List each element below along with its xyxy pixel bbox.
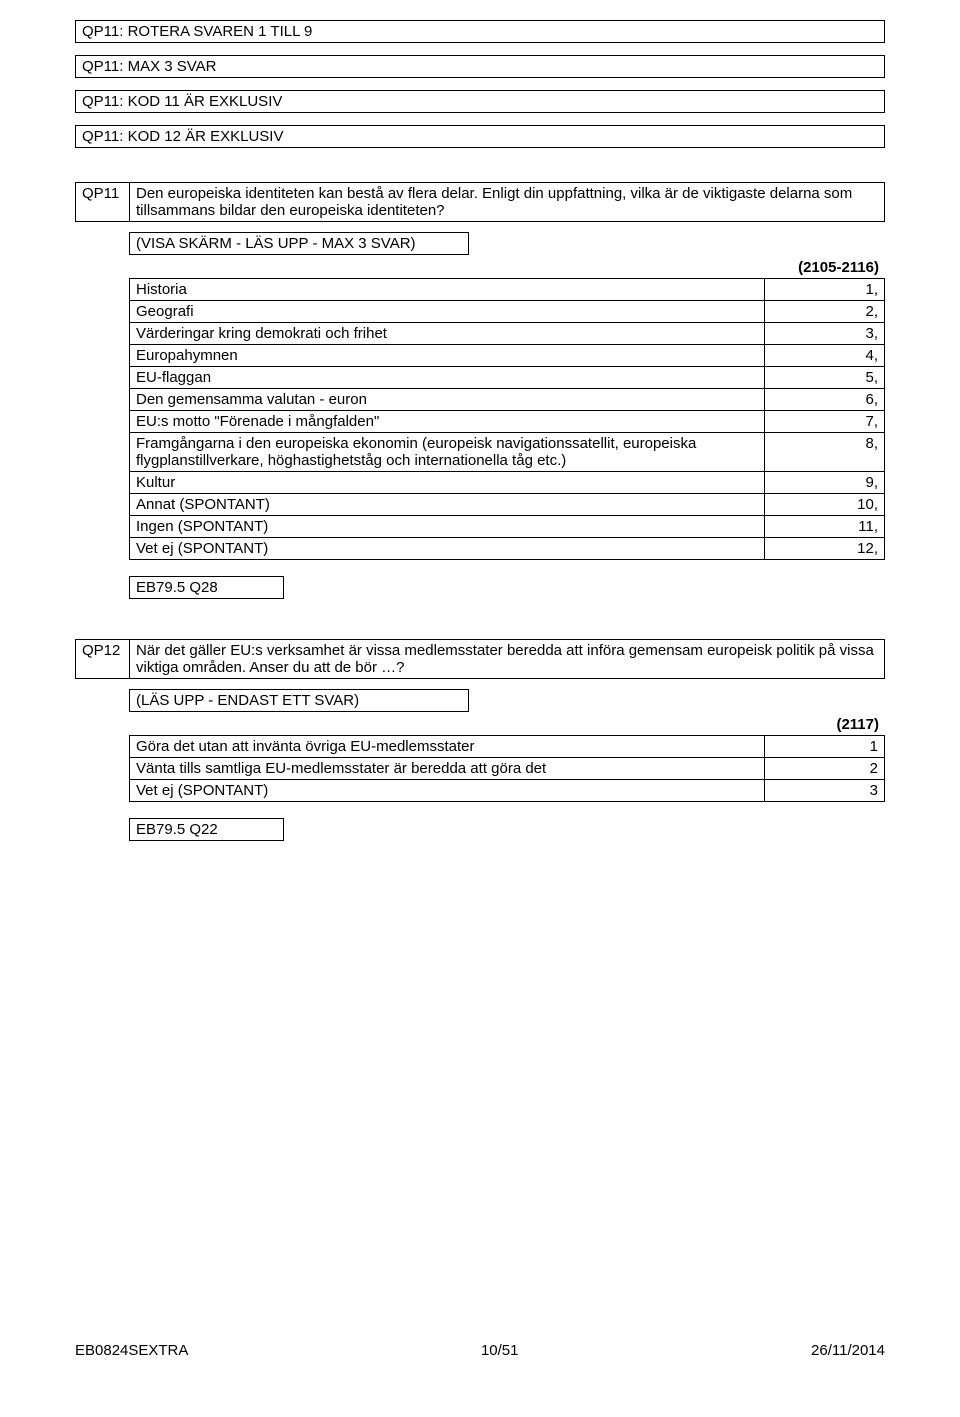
answer-label: Kultur: [130, 472, 765, 494]
answers-table-qp11: Historia1,Geografi2,Värderingar kring de…: [129, 278, 885, 560]
answer-row: Den gemensamma valutan - euron6,: [130, 389, 885, 411]
question-code: QP11: [75, 182, 129, 222]
question-code: QP12: [75, 639, 129, 679]
header-instruction: QP11: KOD 11 ÄR EXKLUSIV: [75, 90, 885, 113]
answer-label: EU-flaggan: [130, 367, 765, 389]
question-text: När det gäller EU:s verksamhet är vissa …: [129, 639, 885, 679]
answer-row: EU-flaggan5,: [130, 367, 885, 389]
footer-center: 10/51: [481, 1342, 519, 1359]
answer-row: EU:s motto "Förenade i mångfalden"7,: [130, 411, 885, 433]
question-qp11: QP11 Den europeiska identiteten kan best…: [75, 182, 885, 222]
answer-number: 2: [765, 758, 885, 780]
footer-left: EB0824SEXTRA: [75, 1342, 188, 1359]
answer-number: 9,: [765, 472, 885, 494]
answer-row: Ingen (SPONTANT)11,: [130, 516, 885, 538]
answer-label: EU:s motto "Förenade i mångfalden": [130, 411, 765, 433]
answer-number: 1,: [765, 279, 885, 301]
answer-label: Vet ej (SPONTANT): [130, 780, 765, 802]
answer-number: 4,: [765, 345, 885, 367]
answer-number: 6,: [765, 389, 885, 411]
answer-number: 7,: [765, 411, 885, 433]
answer-label: Annat (SPONTANT): [130, 494, 765, 516]
answer-label: Geografi: [130, 301, 765, 323]
header-instruction: QP11: ROTERA SVAREN 1 TILL 9: [75, 20, 885, 43]
answer-row: Vet ej (SPONTANT)3: [130, 780, 885, 802]
answer-label: Vet ej (SPONTANT): [130, 538, 765, 560]
answer-label: Ingen (SPONTANT): [130, 516, 765, 538]
answer-number: 3,: [765, 323, 885, 345]
answer-number: 1: [765, 736, 885, 758]
reference-qp11: EB79.5 Q28: [129, 576, 284, 599]
range-qp12: (2117): [129, 716, 885, 733]
answer-label: Europahymnen: [130, 345, 765, 367]
answer-row: Göra det utan att invänta övriga EU-medl…: [130, 736, 885, 758]
header-instruction: QP11: KOD 12 ÄR EXKLUSIV: [75, 125, 885, 148]
header-instruction: QP11: MAX 3 SVAR: [75, 55, 885, 78]
answer-label: Framgångarna i den europeiska ekonomin (…: [130, 433, 765, 472]
answer-row: Vet ej (SPONTANT)12,: [130, 538, 885, 560]
answer-number: 12,: [765, 538, 885, 560]
answer-label: Värderingar kring demokrati och frihet: [130, 323, 765, 345]
answer-row: Europahymnen4,: [130, 345, 885, 367]
answer-row: Kultur9,: [130, 472, 885, 494]
question-qp12: QP12 När det gäller EU:s verksamhet är v…: [75, 639, 885, 679]
reference-qp12: EB79.5 Q22: [129, 818, 284, 841]
answer-row: Vänta tills samtliga EU-medlemsstater är…: [130, 758, 885, 780]
answer-row: Geografi2,: [130, 301, 885, 323]
instruction-qp11: (VISA SKÄRM - LÄS UPP - MAX 3 SVAR): [129, 232, 469, 255]
answer-label: Den gemensamma valutan - euron: [130, 389, 765, 411]
answer-number: 8,: [765, 433, 885, 472]
answer-row: Värderingar kring demokrati och frihet3,: [130, 323, 885, 345]
range-qp11: (2105-2116): [129, 259, 885, 276]
question-text: Den europeiska identiteten kan bestå av …: [129, 182, 885, 222]
instruction-qp12: (LÄS UPP - ENDAST ETT SVAR): [129, 689, 469, 712]
answer-label: Historia: [130, 279, 765, 301]
answer-number: 3: [765, 780, 885, 802]
answer-row: Annat (SPONTANT)10,: [130, 494, 885, 516]
answer-label: Vänta tills samtliga EU-medlemsstater är…: [130, 758, 765, 780]
answer-number: 11,: [765, 516, 885, 538]
page-footer: EB0824SEXTRA 10/51 26/11/2014: [75, 1342, 885, 1359]
answer-label: Göra det utan att invänta övriga EU-medl…: [130, 736, 765, 758]
answer-number: 10,: [765, 494, 885, 516]
answer-number: 2,: [765, 301, 885, 323]
footer-right: 26/11/2014: [811, 1342, 885, 1359]
answer-row: Framgångarna i den europeiska ekonomin (…: [130, 433, 885, 472]
answer-row: Historia1,: [130, 279, 885, 301]
answer-number: 5,: [765, 367, 885, 389]
answers-table-qp12: Göra det utan att invänta övriga EU-medl…: [129, 735, 885, 802]
